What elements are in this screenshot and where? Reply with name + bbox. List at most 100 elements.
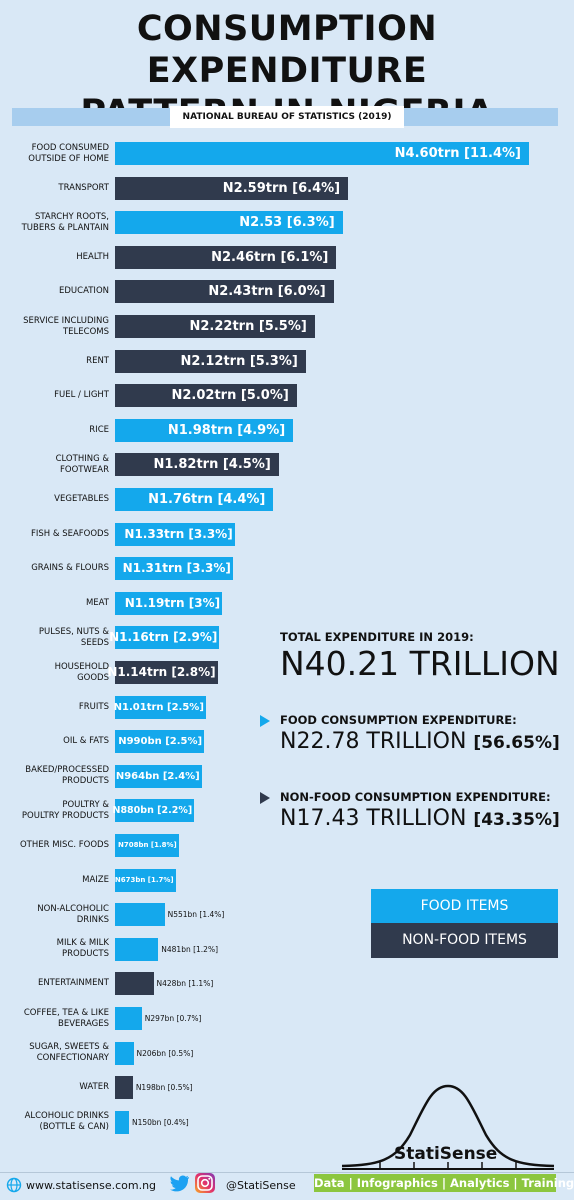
bar-clothing-footwear: N1.82trn [4.5%] — [115, 453, 279, 477]
bar-poultry-poultry-products: N880bn [2.2%] — [112, 799, 195, 823]
value-label-vegetables: N1.76trn [4.4%] — [148, 492, 266, 507]
food-label: FOOD CONSUMPTION EXPENDITURE: — [280, 713, 517, 727]
food-triangle-icon — [260, 715, 270, 727]
brand-tagline: Data | Infographics | Analytics | Traini… — [314, 1174, 574, 1192]
social-handle[interactable]: @StatiSense — [226, 1179, 296, 1192]
bar-alcoholic-drinks-bottle-can — [115, 1110, 129, 1134]
bar-education: N2.43trn [6.0%] — [115, 280, 334, 304]
category-label-maize: MAIZE — [82, 875, 109, 886]
bar-service-including-telecoms: N2.22trn [5.5%] — [115, 315, 315, 338]
instagram-icon[interactable] — [194, 1172, 216, 1194]
bar-rent: N2.12trn [5.3%] — [115, 349, 306, 373]
category-label-line: RICE — [89, 424, 109, 435]
category-label-line: SERVICE INCLUDING — [23, 315, 109, 326]
category-label-rice: RICE — [89, 425, 109, 436]
category-label-non-alcoholic-drinks: NON-ALCOHOLIC DRINKS — [37, 904, 109, 926]
category-label-meat: MEAT — [86, 598, 109, 609]
category-label-line: PULSES, NUTS & — [38, 626, 109, 637]
value-label-non-alcoholic-drinks: N551bn [1.4%] — [167, 910, 225, 920]
category-label-poultry-poultry-products: POULTRY & POULTRY PRODUCTS — [22, 800, 109, 822]
bar-starchy-roots-tubers-plantain: N2.53 [6.3%] — [115, 211, 343, 235]
source-label: NATIONAL BUREAU OF STATISTICS (2019) — [170, 106, 404, 128]
category-label-fruits: FRUITS — [79, 702, 109, 713]
category-label-milk-milk-products: MILK & MILK PRODUCTS — [57, 938, 109, 960]
value-label-coffee-tea-like-beverages: N297bn [0.7%] — [144, 1014, 202, 1023]
category-label-line: STARCHY ROOTS, — [34, 211, 109, 222]
category-label-oil-fats: OIL & FATS — [63, 736, 109, 747]
value-label-household-goods: N1.14trn [2.8%] — [107, 665, 216, 679]
bar-meat: N1.19trn [3%] — [115, 591, 223, 615]
value-label-grains-flours: N1.31trn [3.3%] — [122, 561, 231, 576]
category-label-clothing-footwear: CLOTHING & FOOTWEAR — [56, 454, 109, 476]
category-label-line: ENTERTAINMENT — [37, 978, 109, 989]
total-label: TOTAL EXPENDITURE IN 2019: — [280, 630, 474, 644]
category-label-line: VEGETABLES — [54, 494, 109, 504]
bar-baked-processed-products: N964bn [2.4%] — [115, 764, 202, 788]
source-band-left — [12, 108, 170, 126]
category-label-baked-processed-products: BAKED/PROCESSED PRODUCTS — [25, 765, 109, 787]
nonfood-summary: NON-FOOD CONSUMPTION EXPENDITURE: N17.43… — [280, 790, 560, 835]
total-value: N40.21 TRILLION — [280, 644, 560, 683]
category-label-coffee-tea-like-beverages: COFFEE, TEA & LIKE BEVERAGES — [24, 1008, 109, 1030]
nonfood-value: N17.43 TRILLION — [280, 806, 467, 831]
category-label-line: BEVERAGES — [58, 1018, 109, 1029]
value-label-alcoholic-drinks-bottle-can: N150bn [0.4%] — [132, 1117, 189, 1127]
nonfood-triangle-icon — [260, 792, 270, 804]
category-label-line: ALCOHOLIC DRINKS — [24, 1111, 109, 1122]
category-label-sugar-sweets-confectionary: SUGAR, SWEETS & CONFECTIONARY — [29, 1042, 109, 1064]
category-label-line: POULTRY & — [62, 799, 109, 810]
category-label-line: (BOTTLE & CAN) — [39, 1122, 110, 1133]
value-label-health: N2.46trn [6.1%] — [211, 249, 329, 265]
bar-entertainment — [115, 972, 154, 996]
bar-vegetables: N1.76trn [4.4%] — [115, 488, 274, 511]
legend-nonfood: NON-FOOD ITEMS — [371, 923, 558, 958]
food-pct: [56.65%] — [473, 733, 560, 753]
category-label-line: RENT — [86, 355, 109, 366]
category-label-fuel-light: FUEL / LIGHT — [54, 390, 109, 401]
category-label-line: HOUSEHOLD — [54, 661, 109, 672]
value-label-poultry-poultry-products: N880bn [2.2%] — [112, 805, 193, 817]
category-label-service-including-telecoms: SERVICE INCLUDING TELECOMS — [23, 316, 109, 338]
category-label-line: CLOTHING & — [55, 453, 109, 464]
category-label-education: EDUCATION — [59, 286, 109, 297]
title-line-1: CONSUMPTION EXPENDITURE — [136, 9, 438, 91]
category-label-line: FOOTWEAR — [60, 464, 109, 475]
category-label-line: EDUCATION — [59, 286, 109, 297]
bar-water — [115, 1076, 133, 1100]
category-label-line: SEEDS — [80, 637, 109, 648]
category-label-line: GOODS — [77, 672, 109, 683]
category-label-line: NON-ALCOHOLIC — [37, 903, 109, 914]
category-label-food-consumed-outside-of-home: FOOD CONSUMED OUTSIDE OF HOME — [28, 143, 109, 165]
category-label-vegetables: VEGETABLES — [54, 494, 109, 505]
food-value: N22.78 TRILLION — [280, 729, 467, 754]
bell-curve-logo — [341, 1084, 555, 1170]
value-label-rent: N2.12trn [5.3%] — [180, 353, 298, 369]
globe-icon — [6, 1177, 22, 1193]
category-label-line: OIL & FATS — [63, 736, 109, 747]
value-label-baked-processed-products: N964bn [2.4%] — [115, 770, 200, 782]
bar-transport: N2.59trn [6.4%] — [115, 176, 349, 200]
category-label-pulses-nuts-seeds: PULSES, NUTS & SEEDS — [39, 627, 109, 649]
website-link[interactable]: www.statisense.com.ng — [26, 1179, 157, 1192]
value-label-sugar-sweets-confectionary: N206bn [0.5%] — [136, 1048, 194, 1058]
category-label-health: HEALTH — [76, 252, 109, 263]
value-label-rice: N1.98trn [4.9%] — [167, 422, 286, 438]
value-label-oil-fats: N990bn [2.5%] — [118, 736, 203, 748]
value-label-milk-milk-products: N481bn [1.2%] — [161, 944, 219, 954]
brand-name: StatiSense — [394, 1144, 498, 1164]
category-label-household-goods: HOUSEHOLD GOODS — [55, 662, 109, 684]
bar-grains-flours: N1.31trn [3.3%] — [115, 557, 233, 581]
category-label-line: TUBERS & PLANTAIN — [21, 222, 109, 233]
category-label-line: BAKED/PROCESSED — [25, 765, 109, 776]
twitter-icon[interactable] — [170, 1174, 190, 1192]
bar-other-misc-foods: N708bn [1.8%] — [115, 834, 179, 857]
category-label-rent: RENT — [86, 356, 109, 367]
category-label-line: DRINKS — [76, 914, 109, 925]
category-label-line: OTHER MISC. FOODS — [19, 840, 109, 850]
value-label-maize: N673bn [1.7%] — [114, 875, 174, 884]
nonfood-label: NON-FOOD CONSUMPTION EXPENDITURE: — [280, 790, 551, 804]
bar-oil-fats: N990bn [2.5%] — [115, 730, 205, 754]
value-label-service-including-telecoms: N2.22trn [5.5%] — [189, 319, 307, 334]
source-band-right — [404, 108, 558, 126]
category-label-line: GRAINS & FLOURS — [31, 563, 109, 574]
